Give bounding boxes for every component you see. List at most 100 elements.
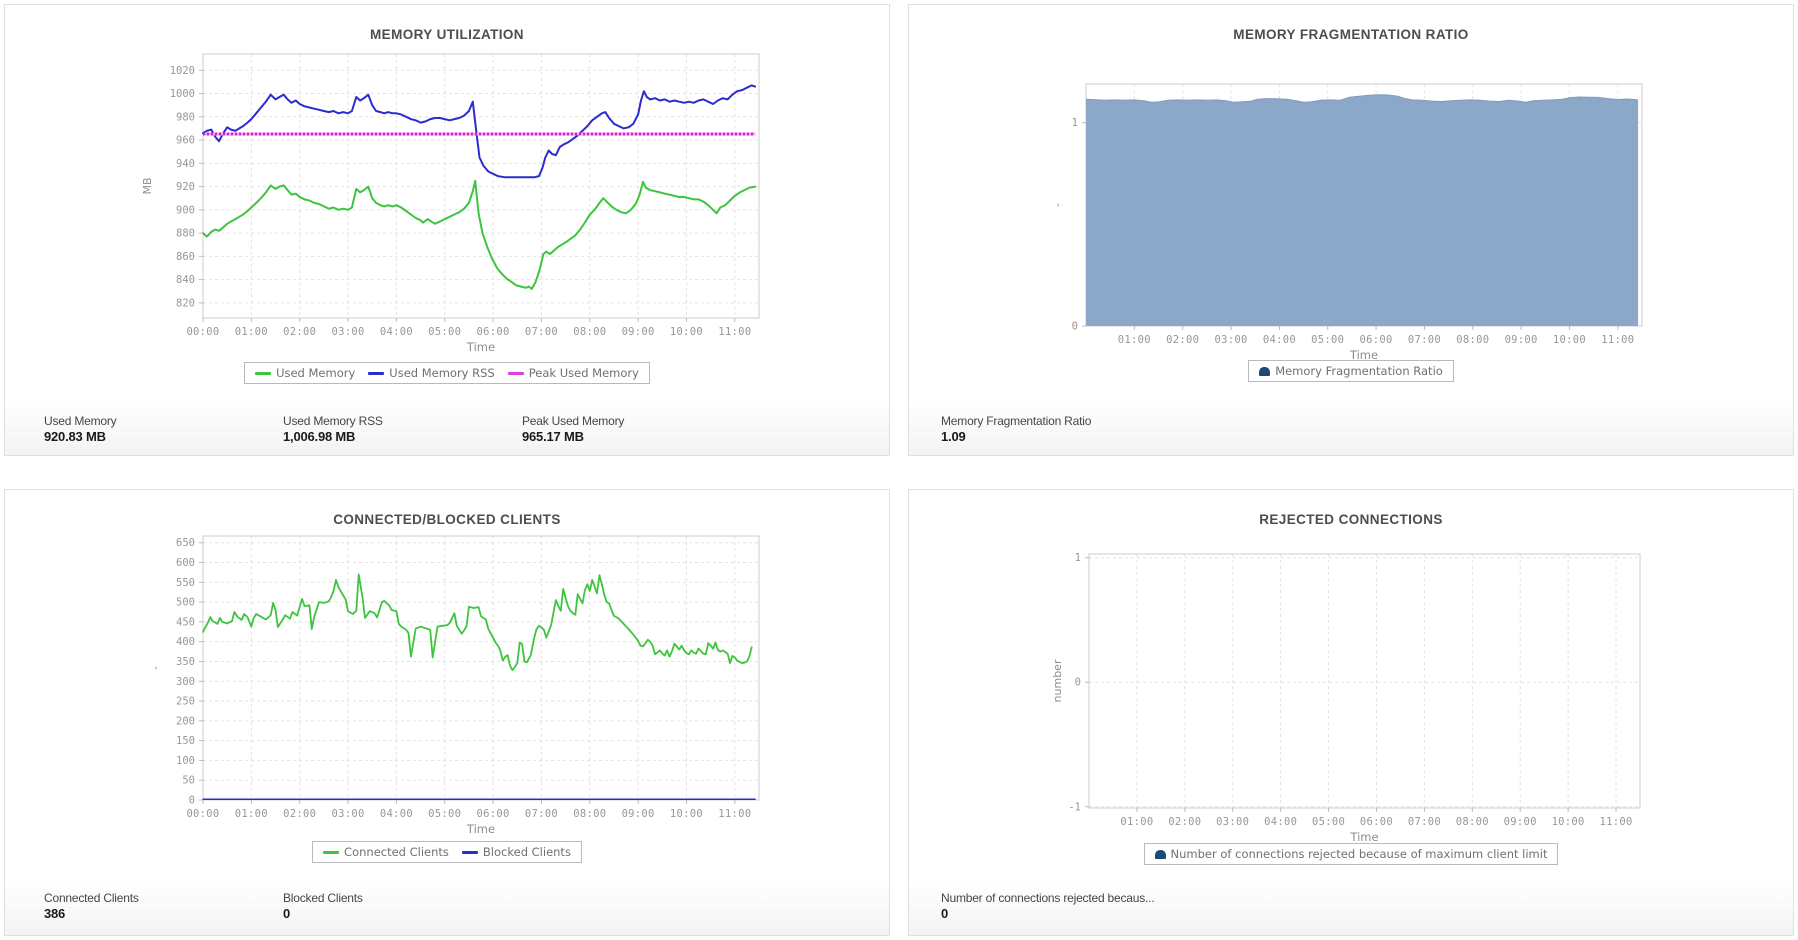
legend-label: Peak Used Memory bbox=[528, 366, 639, 380]
chart-memory-utilization[interactable]: 00:00 01:00 02:00 03:00 04:00 05:00 06:00 07:00… bbox=[5, 5, 891, 405]
legend-item-connected-clients[interactable]: Connected Clients bbox=[323, 845, 449, 859]
legend-item-number-of-connections-rejected-because-of-maximum-client-limit[interactable]: Number of connections rejected because o… bbox=[1154, 847, 1548, 861]
line-swatch-icon bbox=[255, 371, 272, 375]
plot-border bbox=[1088, 553, 1641, 809]
stat-number-of-connections-rejected-becaus: Number of connections rejected becaus...… bbox=[941, 891, 1180, 921]
legend: Memory Fragmentation Ratio bbox=[909, 360, 1793, 382]
legend: Number of connections rejected because o… bbox=[909, 843, 1793, 865]
stat-label: Used Memory RSS bbox=[283, 414, 383, 428]
x-tick-label: 03:00 bbox=[331, 326, 364, 338]
y-axis-title: MB bbox=[141, 177, 154, 194]
y-tick-label: 1 bbox=[1072, 117, 1078, 129]
chart-svg: 01:00 02:00 03:00 04:00 05:00 06:00 07:00 08:00… bbox=[1051, 83, 1643, 362]
y-tick-label: 0 bbox=[1075, 677, 1081, 689]
stat-label: Used Memory bbox=[44, 414, 117, 428]
y-tick-label: 100 bbox=[176, 755, 195, 767]
chart-rejected-connections[interactable]: 01:00 02:00 03:00 04:00 05:00 06:00 07:00 08:00… bbox=[909, 490, 1795, 890]
x-tick-label: 09:00 bbox=[622, 326, 655, 338]
x-tick-label: 01:00 bbox=[1118, 334, 1151, 346]
legend-item-blocked-clients[interactable]: Blocked Clients bbox=[461, 845, 571, 859]
chart-connected-blocked-clients[interactable]: 00:00 01:00 02:00 03:00 04:00 05:00 06:00 07:00… bbox=[5, 490, 891, 890]
series-memory-fragmentation-ratio[interactable] bbox=[1085, 94, 1639, 326]
x-tick-label: 08:00 bbox=[1456, 816, 1489, 828]
legend-item-used-memory-rss[interactable]: Used Memory RSS bbox=[368, 366, 495, 380]
x-axis-title: Time bbox=[1349, 348, 1378, 362]
x-tick-label: 06:00 bbox=[1360, 334, 1393, 346]
y-tick-label: 900 bbox=[176, 204, 195, 216]
legend-item-peak-used-memory[interactable]: Peak Used Memory bbox=[507, 366, 639, 380]
x-tick-label: 09:00 bbox=[1505, 334, 1538, 346]
x-tick-label: 08:00 bbox=[573, 808, 606, 820]
chart-svg: 00:00 01:00 02:00 03:00 04:00 05:00 06:00 07:00… bbox=[141, 53, 760, 354]
x-tick-label: 04:00 bbox=[380, 808, 413, 820]
x-tick-label: 05:00 bbox=[428, 808, 461, 820]
area-marker-icon bbox=[1154, 849, 1166, 859]
legend-item-memory-fragmentation-ratio[interactable]: Memory Fragmentation Ratio bbox=[1259, 364, 1443, 378]
chart-title: REJECTED CONNECTIONS bbox=[1259, 512, 1443, 527]
y-axis-title: number bbox=[1051, 659, 1064, 702]
x-tick-label: 11:00 bbox=[718, 326, 751, 338]
y-tick-label: 550 bbox=[176, 577, 195, 589]
chart-title: MEMORY UTILIZATION bbox=[370, 27, 524, 42]
x-tick-label: 05:00 bbox=[428, 326, 461, 338]
x-tick-label: 11:00 bbox=[718, 808, 751, 820]
axes: 01:00 02:00 03:00 04:00 05:00 06:00 07:00 08:00… bbox=[1072, 117, 1634, 346]
x-tick-label: 04:00 bbox=[380, 326, 413, 338]
chart-memory-fragmentation-ratio[interactable]: 01:00 02:00 03:00 04:00 05:00 06:00 07:00 08:00… bbox=[909, 5, 1795, 405]
legend-label: Used Memory bbox=[276, 366, 356, 380]
stat-value: 1.09 bbox=[941, 429, 966, 444]
x-tick-label: 06:00 bbox=[477, 326, 510, 338]
panel-connected-blocked-clients: 00:00 01:00 02:00 03:00 04:00 05:00 06:00 07:00… bbox=[4, 489, 890, 936]
stat-value: 0 bbox=[941, 906, 949, 921]
legend: Used Memory Used Memory RSS Peak Used Memo… bbox=[5, 362, 889, 384]
x-tick-label: 09:00 bbox=[1504, 816, 1537, 828]
x-tick-label: 02:00 bbox=[1166, 334, 1199, 346]
plot-border bbox=[202, 535, 760, 801]
stat-used-memory: Used Memory 920.83 MB bbox=[44, 414, 283, 444]
legend-label: Used Memory RSS bbox=[389, 366, 495, 380]
legend-label: Memory Fragmentation Ratio bbox=[1275, 364, 1443, 378]
series-used-memory[interactable] bbox=[202, 179, 757, 290]
stat-value: 0 bbox=[283, 906, 291, 921]
area-marker-icon bbox=[1259, 366, 1271, 376]
y-tick-label: 150 bbox=[176, 735, 195, 747]
axes: 01:00 02:00 03:00 04:00 05:00 06:00 07:00 08:00… bbox=[1068, 552, 1632, 828]
line-swatch-icon bbox=[507, 371, 524, 375]
series-connected-clients[interactable] bbox=[202, 573, 753, 672]
x-tick-label: 06:00 bbox=[1360, 816, 1393, 828]
y-tick-label: 50 bbox=[182, 775, 195, 787]
y-tick-label: 450 bbox=[176, 616, 195, 628]
y-tick-label: 820 bbox=[176, 297, 195, 309]
stat-memory-fragmentation-ratio: Memory Fragmentation Ratio 1.09 bbox=[941, 414, 1180, 444]
x-tick-label: 08:00 bbox=[1456, 334, 1489, 346]
x-tick-label: 10:00 bbox=[1552, 816, 1585, 828]
series-used-memory-rss[interactable] bbox=[202, 84, 757, 179]
y-tick-label: 350 bbox=[176, 656, 195, 668]
y-tick-label: 500 bbox=[176, 597, 195, 609]
y-tick-label: 1 bbox=[1075, 552, 1081, 564]
line-swatch-icon bbox=[368, 371, 385, 375]
axes: 00:00 01:00 02:00 03:00 04:00 05:00 06:00 07:00… bbox=[176, 537, 751, 820]
legend-item-used-memory[interactable]: Used Memory bbox=[255, 366, 355, 380]
x-tick-label: 03:00 bbox=[1214, 334, 1247, 346]
x-tick-label: 00:00 bbox=[186, 808, 219, 820]
stat-value: 965.17 MB bbox=[522, 429, 584, 444]
x-tick-label: 11:00 bbox=[1599, 816, 1632, 828]
stats-row: Used Memory 920.83 MB Used Memory RSS 1,006… bbox=[44, 414, 761, 444]
stat-connected-clients: Connected Clients 386 bbox=[44, 891, 283, 921]
y-tick-label: 0 bbox=[189, 795, 195, 807]
y-tick-label: 980 bbox=[176, 111, 195, 123]
stats-row: Connected Clients 386 Blocked Clients 0 bbox=[44, 891, 522, 921]
y-tick-label: 960 bbox=[176, 135, 195, 147]
stat-value: 1,006.98 MB bbox=[283, 429, 356, 444]
legend-label: Number of connections rejected because o… bbox=[1170, 847, 1548, 861]
grid bbox=[203, 536, 759, 800]
x-tick-label: 06:00 bbox=[477, 808, 510, 820]
legend-label: Connected Clients bbox=[344, 845, 449, 859]
y-tick-label: 920 bbox=[176, 181, 195, 193]
panel-memory-fragmentation-ratio: 01:00 02:00 03:00 04:00 05:00 06:00 07:00 08:00… bbox=[908, 4, 1794, 456]
stat-value: 386 bbox=[44, 906, 66, 921]
x-tick-label: 07:00 bbox=[1408, 816, 1441, 828]
y-tick-label: 840 bbox=[176, 274, 195, 286]
